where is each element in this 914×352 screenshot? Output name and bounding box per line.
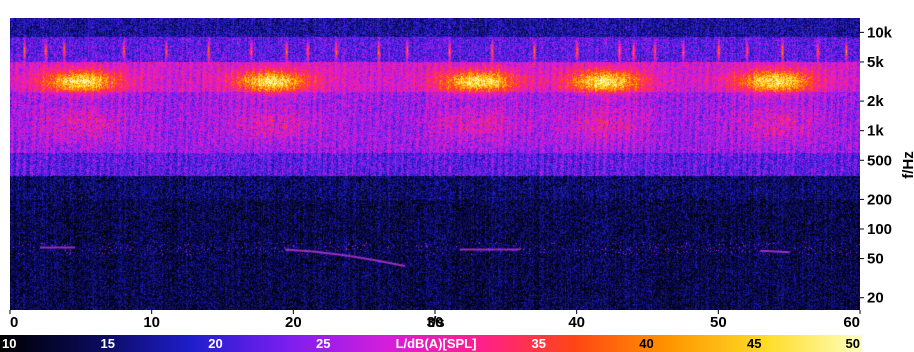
x-tick-label: 60 — [843, 314, 860, 331]
y-tick-label: 500 — [867, 152, 892, 169]
colorbar-tick-label: 45 — [747, 336, 761, 351]
y-tick-label: 10k — [867, 24, 893, 41]
colorbar-tick-label: 20 — [208, 336, 222, 351]
colorbar-ticks: 10 15 20 25 35 40 45 50 — [2, 336, 860, 351]
y-tick-label: 50 — [867, 251, 884, 268]
x-tick-label: 40 — [568, 314, 585, 331]
x-tick-label: 0 — [10, 314, 18, 331]
y-tick-label: 100 — [867, 221, 892, 238]
colorbar-tick-label: 25 — [316, 336, 330, 351]
y-tick-label: 1k — [867, 123, 884, 140]
x-tick-label: 20 — [285, 314, 302, 331]
colorbar-tick-label: 40 — [639, 336, 653, 351]
y-tick-label: 20 — [867, 290, 884, 307]
colorbar — [0, 335, 862, 352]
y-axis-ticks: 20 50 100 200 500 1k 2k 5k 10k — [860, 24, 893, 307]
y-tick-label: 5k — [867, 54, 884, 71]
y-tick-label: 200 — [867, 191, 892, 208]
x-tick-label: 50 — [710, 314, 727, 331]
colorbar-tick-label: 10 — [2, 336, 16, 351]
x-tick-label: 30 — [427, 314, 444, 331]
x-tick-label: 10 — [143, 314, 160, 331]
x-axis-label: t/s — [427, 314, 445, 331]
colorbar-tick-label: 15 — [101, 336, 115, 351]
colorbar-tick-label: 50 — [846, 336, 860, 351]
y-axis-label: f/Hz — [900, 151, 914, 179]
x-axis-ticks: 0 10 20 30 40 50 60 — [9, 310, 861, 331]
colorbar-tick-label: 35 — [532, 336, 546, 351]
y-tick-label: 2k — [867, 93, 884, 110]
spectrogram-image — [10, 18, 860, 310]
colorbar-label: L/dB(A)[SPL] — [396, 336, 477, 351]
